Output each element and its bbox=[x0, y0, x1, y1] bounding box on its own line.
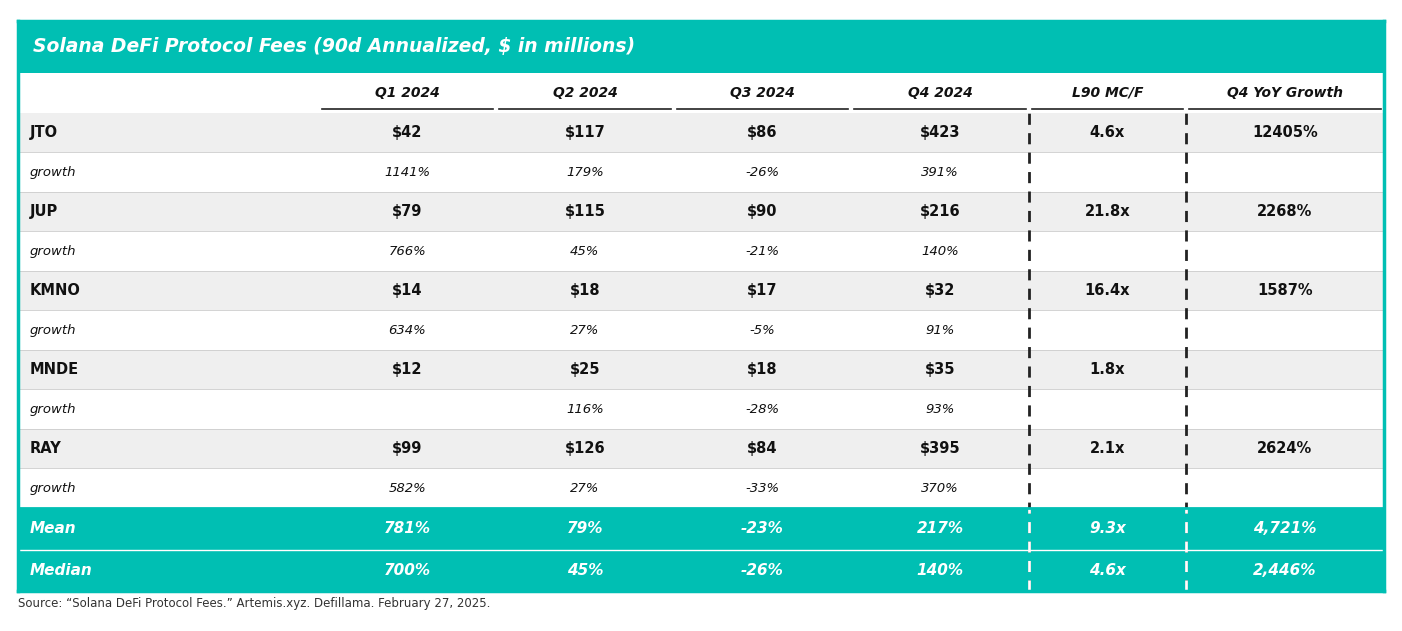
Text: 21.8x: 21.8x bbox=[1085, 204, 1130, 219]
Text: Q4 YoY Growth: Q4 YoY Growth bbox=[1227, 86, 1343, 100]
Text: 4.6x: 4.6x bbox=[1089, 125, 1124, 140]
Text: 116%: 116% bbox=[566, 403, 604, 416]
Text: 582%: 582% bbox=[388, 481, 426, 495]
Text: $99: $99 bbox=[393, 441, 422, 456]
Bar bbox=[18, 113, 1384, 153]
Text: 1141%: 1141% bbox=[384, 166, 430, 179]
Text: $32: $32 bbox=[925, 283, 955, 298]
Text: -33%: -33% bbox=[746, 481, 780, 495]
Text: $395: $395 bbox=[920, 441, 960, 456]
Text: $423: $423 bbox=[920, 125, 960, 140]
Text: Q4 2024: Q4 2024 bbox=[907, 86, 973, 100]
Text: $86: $86 bbox=[747, 125, 778, 140]
Text: Q1 2024: Q1 2024 bbox=[374, 86, 440, 100]
Text: MNDE: MNDE bbox=[29, 362, 79, 377]
Text: growth: growth bbox=[29, 166, 77, 179]
Text: $79: $79 bbox=[393, 204, 422, 219]
Bar bbox=[18, 310, 1384, 350]
Text: 16.4x: 16.4x bbox=[1085, 283, 1130, 298]
Text: 179%: 179% bbox=[566, 166, 604, 179]
Text: -28%: -28% bbox=[746, 403, 780, 416]
Text: 27%: 27% bbox=[571, 481, 600, 495]
Text: -26%: -26% bbox=[742, 563, 784, 578]
Text: 27%: 27% bbox=[571, 324, 600, 337]
Bar bbox=[18, 389, 1384, 429]
Text: $126: $126 bbox=[565, 441, 606, 456]
Bar bbox=[18, 550, 1384, 591]
Text: $90: $90 bbox=[747, 204, 778, 219]
Text: 766%: 766% bbox=[388, 245, 426, 257]
Text: Solana DeFi Protocol Fees (90d Annualized, $ in millions): Solana DeFi Protocol Fees (90d Annualize… bbox=[34, 37, 635, 57]
Text: JTO: JTO bbox=[29, 125, 57, 140]
Text: $18: $18 bbox=[569, 283, 600, 298]
Text: 634%: 634% bbox=[388, 324, 426, 337]
Text: 2268%: 2268% bbox=[1258, 204, 1312, 219]
Text: 217%: 217% bbox=[917, 521, 963, 536]
Bar bbox=[18, 350, 1384, 389]
Text: $216: $216 bbox=[920, 204, 960, 219]
Text: $42: $42 bbox=[393, 125, 422, 140]
Text: growth: growth bbox=[29, 245, 77, 257]
Text: 4.6x: 4.6x bbox=[1089, 563, 1126, 578]
Text: 140%: 140% bbox=[917, 563, 963, 578]
Text: growth: growth bbox=[29, 481, 77, 495]
Text: 1.8x: 1.8x bbox=[1089, 362, 1126, 377]
Text: $84: $84 bbox=[747, 441, 778, 456]
Bar bbox=[18, 429, 1384, 468]
Text: $35: $35 bbox=[925, 362, 955, 377]
Text: $17: $17 bbox=[747, 283, 778, 298]
Text: 370%: 370% bbox=[921, 481, 959, 495]
Bar bbox=[18, 468, 1384, 508]
Text: 93%: 93% bbox=[925, 403, 955, 416]
Text: Source: “Solana DeFi Protocol Fees.” Artemis.xyz. Defillama. February 27, 2025.: Source: “Solana DeFi Protocol Fees.” Art… bbox=[18, 598, 491, 611]
Bar bbox=[18, 508, 1384, 550]
Text: 1587%: 1587% bbox=[1258, 283, 1312, 298]
Text: $115: $115 bbox=[565, 204, 606, 219]
Text: Q3 2024: Q3 2024 bbox=[730, 86, 795, 100]
Bar bbox=[18, 21, 1384, 73]
Bar bbox=[18, 73, 1384, 113]
Text: L90 MC/F: L90 MC/F bbox=[1071, 86, 1143, 100]
Text: 4,721%: 4,721% bbox=[1253, 521, 1316, 536]
Text: -21%: -21% bbox=[746, 245, 780, 257]
Text: Q2 2024: Q2 2024 bbox=[552, 86, 617, 100]
Text: 391%: 391% bbox=[921, 166, 959, 179]
Text: $18: $18 bbox=[747, 362, 778, 377]
Text: $14: $14 bbox=[393, 283, 422, 298]
Text: -23%: -23% bbox=[742, 521, 784, 536]
Bar bbox=[18, 192, 1384, 232]
Text: growth: growth bbox=[29, 324, 77, 337]
Text: RAY: RAY bbox=[29, 441, 62, 456]
Text: 12405%: 12405% bbox=[1252, 125, 1318, 140]
Text: 2624%: 2624% bbox=[1258, 441, 1312, 456]
Text: 45%: 45% bbox=[571, 245, 600, 257]
Text: Median: Median bbox=[29, 563, 93, 578]
Text: JUP: JUP bbox=[29, 204, 59, 219]
Bar bbox=[18, 153, 1384, 192]
Text: $12: $12 bbox=[393, 362, 422, 377]
Text: 140%: 140% bbox=[921, 245, 959, 257]
Text: KMNO: KMNO bbox=[29, 283, 81, 298]
Bar bbox=[18, 232, 1384, 271]
Text: $25: $25 bbox=[569, 362, 600, 377]
Text: -5%: -5% bbox=[750, 324, 775, 337]
Text: 700%: 700% bbox=[384, 563, 430, 578]
Text: 2,446%: 2,446% bbox=[1253, 563, 1316, 578]
Text: -26%: -26% bbox=[746, 166, 780, 179]
Text: 9.3x: 9.3x bbox=[1089, 521, 1126, 536]
Text: Mean: Mean bbox=[29, 521, 77, 536]
Text: growth: growth bbox=[29, 403, 77, 416]
Text: 781%: 781% bbox=[384, 521, 430, 536]
Text: 91%: 91% bbox=[925, 324, 955, 337]
Text: 45%: 45% bbox=[566, 563, 603, 578]
Text: 2.1x: 2.1x bbox=[1089, 441, 1124, 456]
Bar bbox=[18, 271, 1384, 310]
Text: 79%: 79% bbox=[566, 521, 603, 536]
Text: $117: $117 bbox=[565, 125, 606, 140]
